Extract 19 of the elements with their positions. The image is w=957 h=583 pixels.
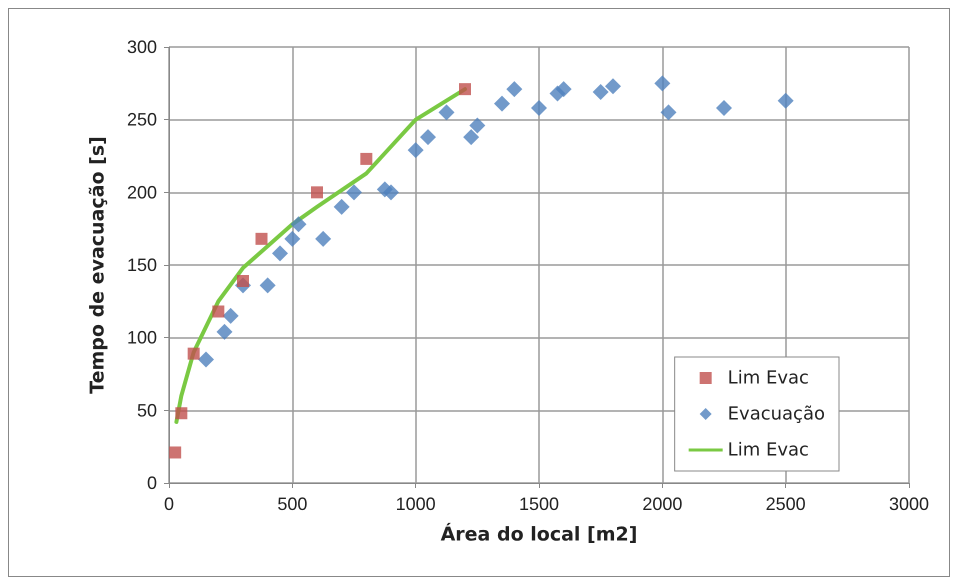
x-tick-label: 500 [277,494,308,514]
x-tick-label: 2000 [642,494,682,514]
x-tick-label: 2500 [766,494,806,514]
y-tick-label: 0 [146,473,157,493]
y-tick-label: 150 [126,255,157,275]
y-tick-label: 300 [126,37,157,57]
legend-label: Lim Evac [728,440,809,460]
x-tick-label: 0 [164,494,174,514]
y-axis-title: Tempo de evacuação [s] [86,136,108,394]
y-tick-label: 50 [136,400,157,420]
y-tick-label: 200 [126,182,157,202]
x-tick-label: 1500 [518,494,560,514]
x-axis-title: Área do local [m2] [440,522,638,546]
x-tick-label: 1000 [396,494,436,514]
legend-label: Evacuação [728,404,826,424]
x-tick-label: 3000 [888,494,930,514]
legend-label: Lim Evac [728,368,809,388]
y-tick-label: 250 [126,110,157,130]
y-tick-label: 100 [126,328,157,348]
